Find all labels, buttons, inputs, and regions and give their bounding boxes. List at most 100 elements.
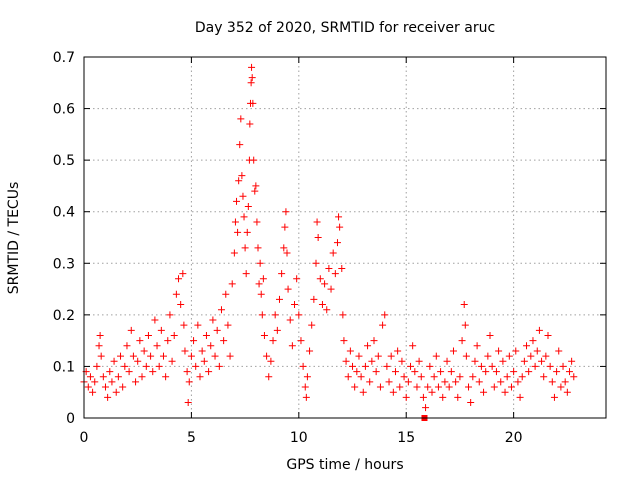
data-point <box>162 373 170 381</box>
data-point <box>396 383 404 391</box>
grid-lines <box>84 57 606 418</box>
y-tick-label: 0.5 <box>53 153 75 169</box>
data-point <box>477 362 485 370</box>
data-point <box>275 295 283 303</box>
data-point <box>249 99 257 107</box>
x-tick-label: 15 <box>397 430 415 446</box>
data-point <box>413 383 421 391</box>
data-point <box>108 378 116 386</box>
data-point <box>452 378 460 386</box>
data-point <box>368 357 376 365</box>
data-point <box>432 352 440 360</box>
data-point <box>379 321 387 329</box>
data-point <box>129 352 137 360</box>
data-point <box>267 357 275 365</box>
axis-ticks: 0 0.1 0.2 0.3 0.4 0.5 0.6 0.7 0 5 10 15 20 <box>53 50 606 446</box>
data-point <box>544 331 552 339</box>
data-point <box>149 368 157 376</box>
data-point <box>557 383 565 391</box>
data-point <box>400 373 408 381</box>
data-point <box>419 393 427 401</box>
data-point <box>540 373 548 381</box>
data-point <box>565 368 573 376</box>
data-point <box>239 192 247 200</box>
data-point <box>475 378 483 386</box>
data-point <box>192 362 200 370</box>
data-point <box>110 357 118 365</box>
data-point <box>93 362 101 370</box>
data-point <box>531 362 539 370</box>
data-point <box>190 337 198 345</box>
data-point <box>153 342 161 350</box>
data-point <box>95 342 103 350</box>
data-point <box>226 352 234 360</box>
data-point <box>138 373 146 381</box>
data-point <box>127 326 135 334</box>
data-point <box>303 373 311 381</box>
data-point <box>342 357 350 365</box>
data-point <box>443 357 451 365</box>
data-point <box>469 373 477 381</box>
data-point <box>184 399 192 407</box>
data-point <box>99 373 107 381</box>
data-point <box>441 378 449 386</box>
data-point <box>492 368 500 376</box>
data-point <box>346 347 354 355</box>
data-point <box>112 388 120 396</box>
data-point <box>550 393 558 401</box>
data-point <box>228 280 236 288</box>
y-tick-label: 0.1 <box>53 359 75 375</box>
plot-frame <box>83 56 607 419</box>
data-point <box>335 213 343 221</box>
data-point <box>155 362 163 370</box>
data-point <box>424 383 432 391</box>
data-point <box>449 347 457 355</box>
data-point <box>209 316 217 324</box>
data-point <box>339 311 347 319</box>
data-point <box>166 311 174 319</box>
data-point <box>344 373 352 381</box>
data-point <box>179 270 187 278</box>
data-point <box>389 388 397 396</box>
data-point <box>331 270 339 278</box>
data-point <box>260 331 268 339</box>
data-point <box>302 393 310 401</box>
data-point <box>132 378 140 386</box>
data-point <box>520 357 528 365</box>
data-point <box>217 306 225 314</box>
data-point <box>465 383 473 391</box>
data-point <box>467 399 475 407</box>
data-point <box>86 373 94 381</box>
data-point <box>349 362 357 370</box>
data-point <box>164 337 172 345</box>
data-point <box>518 373 526 381</box>
data-point <box>484 352 492 360</box>
data-point <box>211 352 219 360</box>
data-point <box>461 321 469 329</box>
data-point <box>250 156 258 164</box>
data-point <box>553 368 561 376</box>
data-point <box>125 368 133 376</box>
data-point <box>180 321 188 329</box>
data-point <box>281 223 289 231</box>
x-tick-label: 20 <box>505 430 523 446</box>
data-point <box>248 74 256 82</box>
data-point <box>278 270 286 278</box>
data-point <box>439 393 447 401</box>
data-point <box>238 172 246 180</box>
data-point <box>202 331 210 339</box>
data-point <box>527 352 535 360</box>
data-point <box>89 388 97 396</box>
data-point <box>415 357 423 365</box>
data-point <box>434 383 442 391</box>
data-point <box>514 378 522 386</box>
data-point <box>366 378 374 386</box>
data-point <box>181 347 189 355</box>
data-point <box>196 373 204 381</box>
data-point <box>370 337 378 345</box>
data-point <box>538 357 546 365</box>
data-point <box>428 388 436 396</box>
data-point <box>104 393 112 401</box>
